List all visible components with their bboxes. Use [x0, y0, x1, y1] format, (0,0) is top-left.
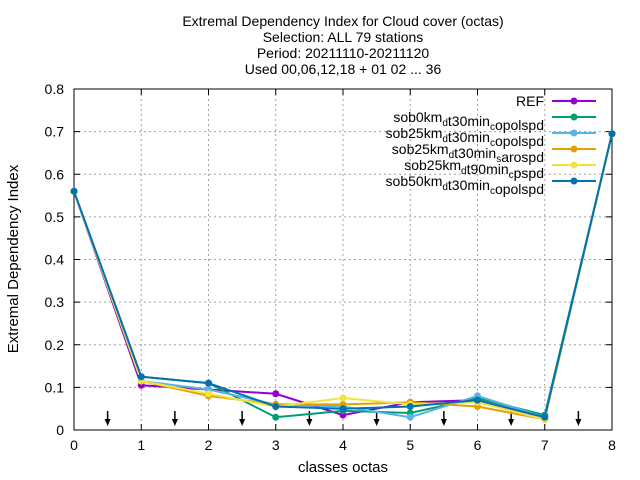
- legend-entry: sob50kmdt30mincopolspd: [386, 173, 596, 197]
- data-point: [339, 394, 347, 402]
- x-ticks: 0 1 2 3 4 5 6 7 8: [70, 89, 616, 453]
- x-tick-label: 3: [272, 437, 280, 453]
- data-point: [70, 187, 78, 195]
- data-point: [474, 396, 481, 404]
- class-arrow: [575, 411, 582, 426]
- data-point: [541, 413, 549, 421]
- class-arrow-head: [306, 419, 313, 426]
- data-point: [137, 373, 145, 381]
- data-point: [272, 413, 280, 421]
- class-arrow-head: [171, 419, 178, 426]
- x-tick-label: 6: [474, 437, 482, 453]
- class-arrow: [171, 411, 178, 426]
- y-tick-label: 0.7: [45, 124, 65, 140]
- y-axis-label: Extremal Dependency Index: [5, 164, 22, 353]
- class-arrow-head: [440, 419, 447, 426]
- x-tick-label: 4: [339, 437, 347, 453]
- data-point: [205, 390, 212, 398]
- legend: REFsob0kmdt30mincopolspdsob25kmdt30minco…: [386, 93, 596, 197]
- y-tick-label: 0.2: [45, 337, 65, 353]
- legend-entry: REF: [516, 93, 596, 109]
- data-point: [406, 413, 414, 421]
- data-point: [205, 379, 212, 387]
- y-tick-label: 0: [56, 422, 64, 438]
- legend-marker: [570, 113, 578, 121]
- legend-entry: sob0kmdt30mincopolspd: [393, 109, 596, 133]
- title-line: Selection: ALL 79 stations: [263, 29, 424, 45]
- data-point: [272, 403, 280, 411]
- class-arrow: [373, 411, 380, 426]
- data-point: [339, 405, 347, 413]
- legend-label: sob0kmdt30mincopolspd: [393, 109, 544, 133]
- y-tick-label: 0.3: [45, 294, 65, 310]
- y-tick-label: 0.8: [45, 81, 65, 97]
- class-arrow-head: [104, 419, 111, 426]
- legend-marker: [570, 129, 578, 137]
- grid: [74, 89, 612, 430]
- legend-label: sob25kmdt30minsarospd: [392, 141, 544, 165]
- legend-label: REF: [516, 93, 544, 109]
- y-tick-label: 0.1: [45, 379, 65, 395]
- chart-title: Extremal Dependency Index for Cloud cove…: [182, 13, 503, 77]
- legend-marker: [570, 177, 578, 185]
- x-tick-label: 5: [406, 437, 414, 453]
- legend-label: sob25kmdt30mincopolspd: [386, 125, 544, 149]
- y-ticks: 0 0.1 0.2 0.3 0.4 0.5 0.6 0.7 0.8: [45, 81, 612, 438]
- title-line: Period: 20211110-20211120: [257, 45, 430, 61]
- y-tick-label: 0.4: [45, 252, 65, 268]
- legend-marker: [570, 161, 578, 169]
- y-tick-label: 0.6: [45, 166, 65, 182]
- data-point: [406, 403, 414, 411]
- class-arrow: [104, 411, 111, 426]
- data-point: [272, 390, 280, 398]
- legend-label: sob25kmdt90mincpspd: [404, 157, 544, 181]
- legend-entry: sob25kmdt30mincopolspd: [386, 125, 596, 149]
- class-arrow-head: [239, 419, 246, 426]
- legend-marker: [570, 97, 578, 105]
- title-line: Extremal Dependency Index for Cloud cove…: [182, 13, 503, 29]
- title-line: Used 00,06,12,18 + 01 02 ... 36: [245, 61, 442, 77]
- legend-entry: sob25kmdt90mincpspd: [404, 157, 596, 181]
- x-tick-label: 1: [137, 437, 145, 453]
- class-arrow: [440, 411, 447, 426]
- x-tick-label: 2: [205, 437, 213, 453]
- x-tick-label: 8: [608, 437, 616, 453]
- class-arrow: [239, 411, 246, 426]
- y-tick-label: 0.5: [45, 209, 65, 225]
- x-axis-label: classes octas: [298, 459, 388, 476]
- x-tick-label: 7: [541, 437, 549, 453]
- series-5: [70, 130, 616, 421]
- data-point: [608, 130, 616, 138]
- series-lines: [70, 130, 616, 423]
- class-arrow-head: [373, 419, 380, 426]
- legend-marker: [570, 145, 578, 153]
- x-tick-label: 0: [70, 437, 78, 453]
- legend-entry: sob25kmdt30minsarospd: [392, 141, 596, 165]
- class-arrow-head: [575, 419, 582, 426]
- legend-label: sob50kmdt30mincopolspd: [386, 173, 544, 197]
- class-arrow-head: [508, 419, 515, 426]
